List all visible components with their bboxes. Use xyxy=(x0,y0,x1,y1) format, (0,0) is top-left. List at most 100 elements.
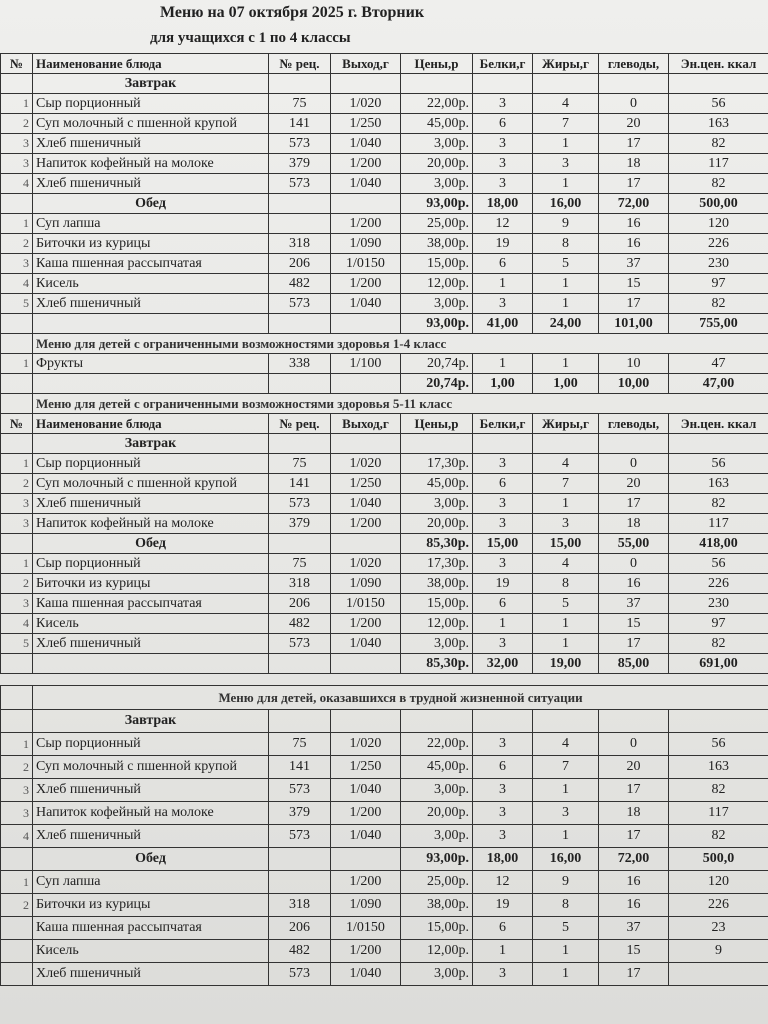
cell-kcal: 120 xyxy=(668,213,768,234)
cell-carbs: 17 xyxy=(598,173,669,194)
column-header-carbs: глеводы, xyxy=(598,53,669,74)
column-header-kcal: Эн.цен. ккал xyxy=(668,413,768,434)
total-row: 93,00р. 41,00 24,00 101,00 755,00 xyxy=(0,313,768,334)
table-row: 4 Хлеб пшеничный 573 1/040 3,00р. 3 1 17 82 xyxy=(0,824,768,848)
cell-protein: 6 xyxy=(472,593,533,614)
cell-price: 45,00р. xyxy=(400,113,473,134)
cell-protein: 32,00 xyxy=(472,653,533,674)
cell-dish-name: Каша пшенная рассыпчатая xyxy=(32,916,269,940)
cell-portion: 1/200 xyxy=(330,870,401,894)
cell-protein: 15,00 xyxy=(472,533,533,554)
cell-num: 5 xyxy=(0,293,33,314)
cell-recipe-no: 482 xyxy=(268,613,331,634)
column-header-portion: Выход,г xyxy=(330,53,401,74)
menu-table-difficult-situation: Меню для детей, оказавшихся в трудной жи… xyxy=(0,685,768,986)
cell xyxy=(0,685,33,710)
cell-protein: 12 xyxy=(472,870,533,894)
table-row: 2 Биточки из курицы 318 1/090 38,00р. 19 8 16 22… xyxy=(0,233,768,254)
cell-protein: 19 xyxy=(472,893,533,917)
cell-num: 5 xyxy=(0,633,33,654)
cell-dish-name xyxy=(32,373,269,394)
cell-dish-name xyxy=(32,313,269,334)
cell-portion: 1/200 xyxy=(330,153,401,174)
page-title: Меню на 07 октября 2025 г. Вторник xyxy=(160,4,425,21)
cell-recipe-no: 206 xyxy=(268,593,331,614)
cell-portion: 1/020 xyxy=(330,453,401,474)
cell-num: 2 xyxy=(0,755,33,779)
cell-num: 3 xyxy=(0,493,33,514)
cell-carbs: 37 xyxy=(598,593,669,614)
cell-num: 3 xyxy=(0,513,33,534)
cell-fat: 1 xyxy=(532,273,599,294)
cell-dish-name: Сыр порционный xyxy=(32,93,269,114)
cell-carbs: 37 xyxy=(598,253,669,274)
cell-num: 2 xyxy=(0,473,33,494)
cell-fat xyxy=(532,73,599,94)
cell-num: 3 xyxy=(0,801,33,825)
cell-fat: 5 xyxy=(532,916,599,940)
cell-dish-name: Хлеб пшеничный xyxy=(32,962,269,986)
cell-recipe-no: 75 xyxy=(268,732,331,756)
cell-protein: 3 xyxy=(472,732,533,756)
cell-portion xyxy=(330,373,401,394)
cell-kcal: 230 xyxy=(668,253,768,274)
cell-fat: 5 xyxy=(532,593,599,614)
cell-carbs: 0 xyxy=(598,93,669,114)
cell-kcal: 23 xyxy=(667,916,768,940)
cell-dish-name: Фрукты xyxy=(32,353,269,374)
cell-protein xyxy=(472,709,533,733)
cell-fat: 1 xyxy=(532,962,599,986)
table-row: 1 Фрукты 338 1/100 20,74р. 1 1 10 47 xyxy=(0,353,768,374)
cell-portion: 1/090 xyxy=(330,233,401,254)
cell-price: 12,00р. xyxy=(400,939,473,963)
cell-portion xyxy=(330,433,401,454)
cell-carbs: 101,00 xyxy=(598,313,669,334)
cell-num xyxy=(0,709,33,733)
table-row: 4 Хлеб пшеничный 573 1/040 3,00р. 3 1 17 82 xyxy=(0,173,768,194)
menu-table-main: № Наименование блюда № рец. Выход,г Цены,р Бе… xyxy=(0,53,768,674)
cell-kcal: 418,00 xyxy=(668,533,768,554)
section-title-row: Меню для детей, оказавшихся в трудной жи… xyxy=(0,685,768,710)
cell-dish-name: Завтрак xyxy=(32,709,269,733)
cell-price: 20,00р. xyxy=(400,513,473,534)
cell-num: 1 xyxy=(0,732,33,756)
page-subtitle: для учащихся с 1 по 4 классы xyxy=(150,30,351,46)
cell-portion: 1/040 xyxy=(330,293,401,314)
cell-portion: 1/250 xyxy=(330,113,401,134)
cell-recipe-no: 573 xyxy=(268,293,331,314)
cell-recipe-no: 573 xyxy=(268,824,331,848)
table-row: 1 Суп лапша 1/200 25,00р. 12 9 16 120 xyxy=(0,870,768,894)
cell-recipe-no xyxy=(268,870,331,894)
table-row: 2 Биточки из курицы 318 1/090 38,00р. 19 8 16 22… xyxy=(0,893,768,917)
column-header-num: № xyxy=(0,413,33,434)
cell-dish-name: Хлеб пшеничный xyxy=(32,778,269,802)
cell-portion: 1/0150 xyxy=(330,593,401,614)
cell-portion: 1/090 xyxy=(330,893,401,917)
cell-recipe-no: 206 xyxy=(268,253,331,274)
cell-carbs: 85,00 xyxy=(598,653,669,674)
cell-kcal: 163 xyxy=(667,755,768,779)
cell-protein: 3 xyxy=(472,778,533,802)
cell-price: 15,00р. xyxy=(400,593,473,614)
cell-carbs: 16 xyxy=(598,233,669,254)
cell-protein: 12 xyxy=(472,213,533,234)
column-header-portion: Выход,г xyxy=(330,413,401,434)
cell-num xyxy=(0,939,33,963)
cell-fat: 1 xyxy=(532,824,599,848)
cell-portion: 1/040 xyxy=(330,962,401,986)
cell-recipe-no: 75 xyxy=(268,453,331,474)
table-row: 3 Напиток кофейный на молоке 379 1/200 20,00… xyxy=(0,801,768,825)
cell-portion: 1/020 xyxy=(330,553,401,574)
cell-price: 3,00р. xyxy=(400,633,473,654)
cell-dish-name: Каша пшенная рассыпчатая xyxy=(32,593,269,614)
cell-price: 17,30р. xyxy=(400,553,473,574)
cell-num: 4 xyxy=(0,173,33,194)
meal-category-row: Обед 93,00р. 18,00 16,00 72,00 500,00 xyxy=(0,193,768,214)
cell-price: 3,00р. xyxy=(400,173,473,194)
cell-price: 12,00р. xyxy=(400,273,473,294)
cell-num xyxy=(0,433,33,454)
cell-price: 25,00р. xyxy=(400,213,473,234)
cell-fat: 3 xyxy=(532,801,599,825)
column-header-kcal: Эн.цен. ккал xyxy=(668,53,768,74)
cell-recipe-no: 573 xyxy=(268,173,331,194)
